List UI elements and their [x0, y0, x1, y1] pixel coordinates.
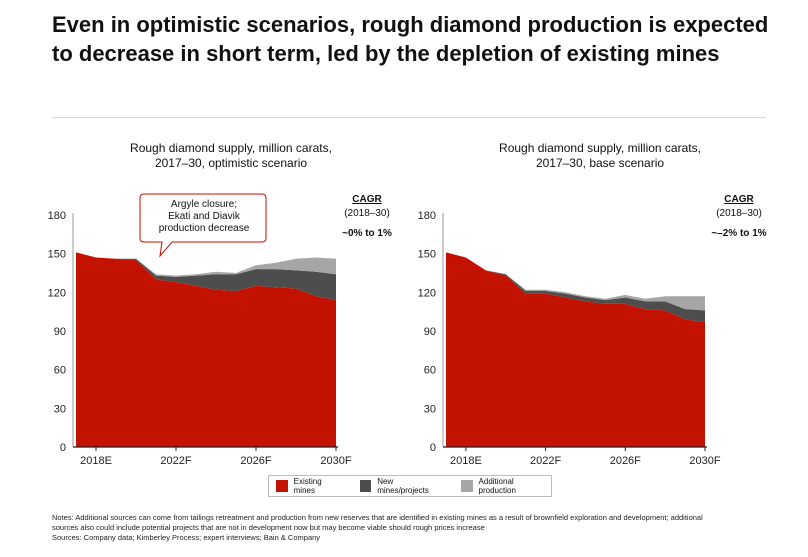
- y-tick-label: 180: [48, 210, 66, 222]
- note-line: Sources: Company data; Kimberley Process…: [52, 533, 321, 542]
- x-tick-label: 2018E: [80, 455, 112, 467]
- chart-title-line: 2017–30, optimistic scenario: [154, 156, 308, 170]
- cagr-box-optimistic: CAGR (2018–30) ~0% to 1%: [322, 193, 412, 241]
- chart-title-optimistic: Rough diamond supply, million carats, 20…: [96, 141, 366, 171]
- cagr-value: ~–2% to 1%: [711, 228, 767, 239]
- x-tick-label: 2030F: [320, 455, 351, 467]
- y-tick-label: 90: [54, 326, 66, 338]
- chart-title-base: Rough diamond supply, million carats, 20…: [465, 141, 735, 171]
- divider: [52, 117, 766, 118]
- legend: Existing mines New mines/projects Additi…: [268, 475, 552, 497]
- area-series-existing-mines: [446, 252, 705, 447]
- y-tick-label: 0: [60, 442, 66, 454]
- y-tick-label: 150: [48, 249, 66, 261]
- x-tick-label: 2026F: [610, 455, 641, 467]
- legend-item-existing: Existing mines: [276, 477, 344, 495]
- callout-bubble: [139, 193, 267, 258]
- annotation-callout: [139, 193, 267, 258]
- legend-swatch-new-mines: [359, 480, 372, 492]
- legend-swatch-additional: [460, 480, 473, 492]
- legend-label: Existing mines: [293, 477, 322, 495]
- x-tick-label: 2022F: [160, 455, 191, 467]
- chart-title-line: Rough diamond supply, million carats,: [130, 141, 332, 155]
- legend-label: New mines/projects: [377, 477, 429, 495]
- cagr-label: CAGR: [352, 194, 382, 205]
- y-tick-label: 90: [424, 326, 436, 338]
- legend-item-new-mines: New mines/projects: [359, 477, 445, 495]
- x-tick-label: 2018E: [450, 455, 482, 467]
- headline: Even in optimistic scenarios, rough diam…: [52, 12, 769, 66]
- area-series-existing-mines: [76, 252, 336, 447]
- legend-item-additional: Additional production: [460, 477, 551, 495]
- footnotes: Notes: Additional sources can come from …: [52, 513, 772, 543]
- cagr-period: (2018–30): [716, 208, 762, 219]
- y-tick-label: 30: [424, 403, 436, 415]
- note-line: sources also could include potential pro…: [52, 523, 485, 532]
- cagr-label: CAGR: [724, 194, 754, 205]
- y-tick-label: 60: [424, 365, 436, 377]
- area-series-new-mines-projects: [76, 252, 336, 301]
- y-tick-label: 120: [48, 287, 66, 299]
- chart-title-line: 2017–30, base scenario: [535, 156, 665, 170]
- y-tick-label: 150: [418, 249, 436, 261]
- y-tick-label: 0: [430, 442, 436, 454]
- legend-swatch-existing: [276, 480, 288, 492]
- area-series-new-mines-projects: [446, 252, 705, 322]
- annotation-line: Ekati and Diavik: [168, 211, 240, 222]
- cagr-value: ~0% to 1%: [342, 228, 392, 239]
- note-line: Notes: Additional sources can come from …: [52, 513, 703, 522]
- chart-title-line: Rough diamond supply, million carats,: [499, 141, 701, 155]
- x-tick-label: 2026F: [240, 455, 271, 467]
- y-tick-label: 60: [54, 365, 66, 377]
- y-tick-label: 30: [54, 403, 66, 415]
- cagr-period: (2018–30): [344, 208, 390, 219]
- annotation-text: Argyle closure; Ekati and Diavik product…: [141, 199, 267, 235]
- annotation-line: production decrease: [158, 223, 250, 234]
- x-tick-label: 2022F: [530, 455, 561, 467]
- y-tick-label: 180: [418, 210, 436, 222]
- legend-label: Additional production: [478, 477, 516, 495]
- x-tick-label: 2030F: [689, 455, 720, 467]
- area-series-additional-production: [76, 252, 336, 277]
- cagr-box-base: CAGR (2018–30) ~–2% to 1%: [694, 193, 784, 241]
- area-series-additional-production: [446, 252, 705, 311]
- y-tick-label: 120: [418, 287, 436, 299]
- annotation-line: Argyle closure;: [170, 199, 238, 210]
